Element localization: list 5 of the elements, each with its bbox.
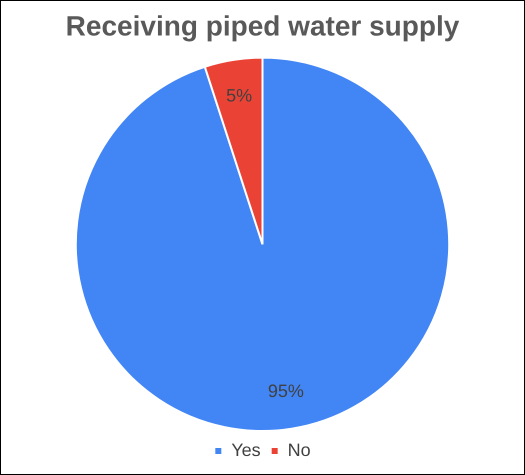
legend-label: No xyxy=(288,440,311,460)
data-label: 95% xyxy=(268,380,304,401)
data-label: 5% xyxy=(226,86,252,106)
legend-label: Yes xyxy=(231,440,261,460)
chart-title: Receiving piped water supply xyxy=(66,10,460,42)
